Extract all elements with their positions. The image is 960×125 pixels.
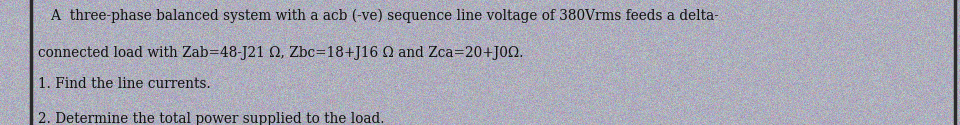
Text: connected load with Zab=48-J21 Ω, Zbc=18+J16 Ω and Zca=20+J0Ω.: connected load with Zab=48-J21 Ω, Zbc=18… bbox=[38, 46, 524, 60]
Text: A  three-phase balanced system with a acb (-ve) sequence line voltage of 380Vrms: A three-phase balanced system with a acb… bbox=[38, 9, 719, 23]
Text: 2. Determine the total power supplied to the load.: 2. Determine the total power supplied to… bbox=[38, 112, 385, 125]
Text: 1. Find the line currents.: 1. Find the line currents. bbox=[38, 78, 211, 92]
